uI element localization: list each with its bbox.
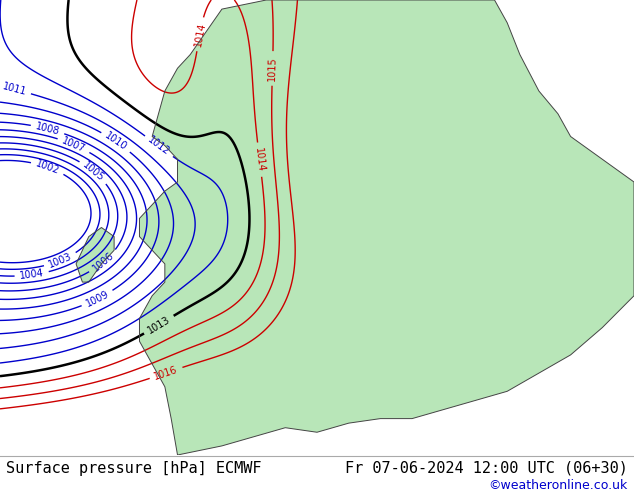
Text: Surface pressure [hPa] ECMWF: Surface pressure [hPa] ECMWF: [6, 461, 262, 476]
Text: 1013: 1013: [146, 314, 172, 335]
Text: 1011: 1011: [1, 81, 27, 97]
Text: 1010: 1010: [103, 131, 129, 153]
Text: 1012: 1012: [146, 135, 172, 158]
Text: 1016: 1016: [153, 364, 179, 382]
Polygon shape: [139, 0, 634, 455]
Text: 1014: 1014: [193, 21, 207, 47]
Text: 1004: 1004: [19, 269, 44, 281]
Text: 1006: 1006: [91, 250, 116, 273]
Text: 1002: 1002: [34, 158, 61, 176]
Text: ©weatheronline.co.uk: ©weatheronline.co.uk: [488, 479, 628, 490]
Text: 1003: 1003: [47, 251, 74, 270]
Text: Fr 07-06-2024 12:00 UTC (06+30): Fr 07-06-2024 12:00 UTC (06+30): [345, 461, 628, 476]
Text: 1008: 1008: [35, 121, 61, 137]
Text: 1014: 1014: [253, 147, 266, 172]
Text: 1005: 1005: [81, 160, 107, 183]
Polygon shape: [76, 227, 114, 282]
Text: 1015: 1015: [267, 56, 278, 81]
Text: 1007: 1007: [61, 135, 87, 154]
Text: 1009: 1009: [84, 289, 111, 309]
